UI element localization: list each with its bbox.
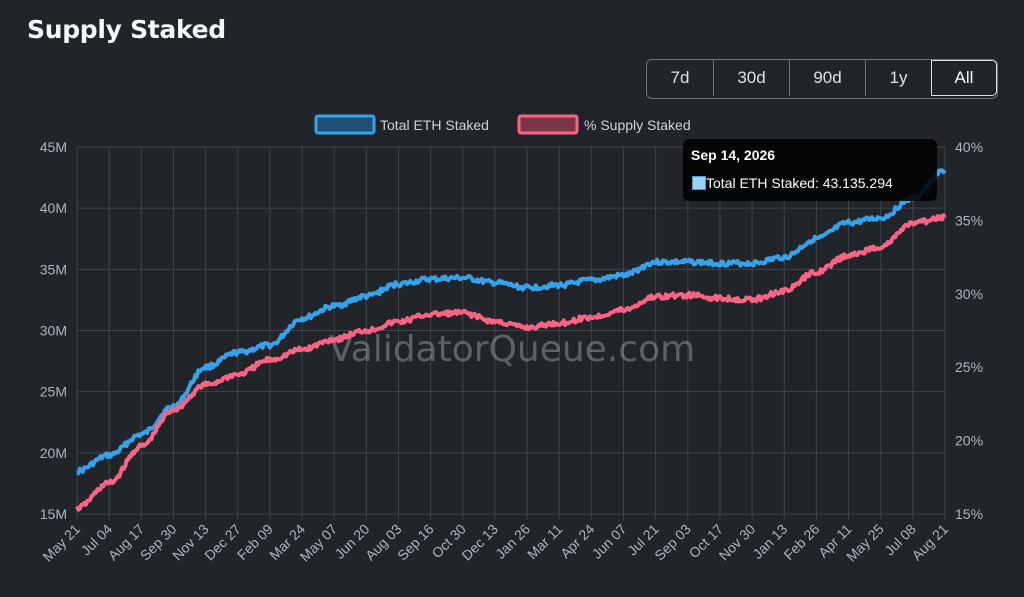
- tooltip-swatch: [692, 176, 706, 190]
- y-right-tick: 30%: [955, 286, 983, 302]
- y-axis-left: 15M 20M 25M 30M 35M 40M 45M: [40, 139, 67, 522]
- y-left-tick: 35M: [40, 261, 67, 277]
- x-tick-label: Dec 27: [201, 521, 244, 564]
- x-tick-label: Aug 21: [908, 521, 951, 564]
- x-tick-label: Jan 26: [492, 521, 533, 562]
- tooltip-value: Total ETH Staked: 43.135.294: [706, 175, 893, 191]
- watermark: ValidatorQueue.com: [329, 329, 695, 370]
- y-left-tick: 15M: [40, 506, 67, 522]
- y-right-tick: 40%: [955, 139, 983, 155]
- y-left-tick: 40M: [40, 200, 67, 216]
- range-1y-button[interactable]: 1y: [865, 60, 931, 96]
- x-tick-label: Dec 13: [458, 521, 501, 564]
- time-range-selector: 7d 30d 90d 1y All: [646, 59, 998, 99]
- y-axis-right: 15% 20% 25% 30% 35% 40%: [955, 139, 983, 522]
- x-tick-label: Sep 16: [394, 521, 437, 564]
- x-tick-label: Jun 07: [589, 521, 630, 562]
- y-left-tick: 30M: [40, 323, 67, 339]
- legend-swatch-total: [314, 114, 376, 135]
- x-tick-label: Nov 30: [716, 521, 759, 564]
- y-left-tick: 25M: [40, 384, 67, 400]
- tooltip-date: Sep 14, 2026: [691, 147, 776, 163]
- y-left-tick: 20M: [40, 445, 67, 461]
- x-tick-label: Mar 11: [524, 521, 566, 563]
- series-line-pct-supply: [75, 213, 947, 512]
- range-all-button[interactable]: All: [931, 60, 997, 96]
- x-tick-label: Apr 24: [557, 521, 598, 562]
- range-30d-button[interactable]: 30d: [713, 60, 789, 96]
- legend-swatch-pct: [517, 114, 579, 135]
- x-tick-label: Feb 26: [780, 521, 822, 563]
- x-tick-label: Sep 03: [651, 521, 694, 564]
- y-right-tick: 15%: [955, 506, 983, 522]
- page-title: Supply Staked: [27, 15, 226, 44]
- chart-legend[interactable]: Total ETH Staked % Supply Staked: [314, 114, 691, 135]
- y-right-tick: 20%: [955, 433, 983, 449]
- legend-label-pct: % Supply Staked: [584, 117, 691, 133]
- x-tick-label: May 21: [39, 521, 83, 565]
- legend-label-total: Total ETH Staked: [380, 117, 489, 133]
- chart-series: [75, 168, 947, 512]
- chart-tooltip: Sep 14, 2026 Total ETH Staked: 43.135.29…: [683, 139, 937, 201]
- y-right-tick: 25%: [955, 359, 983, 375]
- y-left-tick: 45M: [40, 139, 67, 155]
- y-right-tick: 35%: [955, 212, 983, 228]
- series-line-total-eth: [76, 168, 947, 476]
- range-90d-button[interactable]: 90d: [789, 60, 865, 96]
- range-7d-button[interactable]: 7d: [670, 68, 690, 87]
